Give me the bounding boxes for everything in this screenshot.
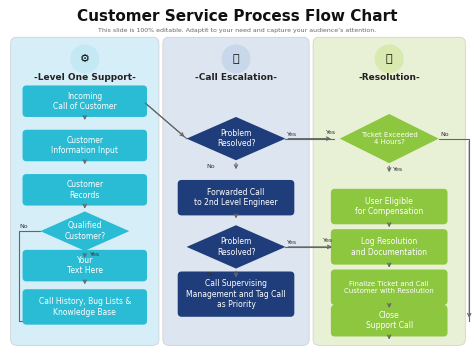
Polygon shape [187, 225, 285, 268]
Text: Yes: Yes [393, 167, 403, 172]
Text: No: No [206, 164, 215, 169]
Text: -Resolution-: -Resolution- [358, 73, 420, 82]
Text: Log Resolution
and Documentation: Log Resolution and Documentation [351, 237, 427, 257]
Text: Call History, Bug Lists &
Knowledge Base: Call History, Bug Lists & Knowledge Base [38, 297, 131, 317]
FancyBboxPatch shape [23, 86, 147, 117]
Text: Yes: Yes [323, 238, 333, 243]
Text: -Level One Support-: -Level One Support- [34, 73, 136, 82]
Text: -Call Escalation-: -Call Escalation- [195, 73, 277, 82]
Text: User Eligible
for Compensation: User Eligible for Compensation [355, 197, 423, 216]
FancyBboxPatch shape [11, 37, 159, 345]
FancyBboxPatch shape [178, 272, 294, 317]
FancyBboxPatch shape [331, 305, 447, 337]
Text: Customer Service Process Flow Chart: Customer Service Process Flow Chart [77, 9, 397, 24]
Text: Yes: Yes [287, 240, 298, 245]
Text: ⚙: ⚙ [80, 54, 90, 64]
Text: Customer
Records: Customer Records [66, 180, 103, 200]
Text: Problem
Resolved?: Problem Resolved? [217, 237, 255, 257]
Text: Customer
Information Input: Customer Information Input [51, 136, 118, 155]
FancyBboxPatch shape [178, 180, 294, 215]
FancyBboxPatch shape [313, 37, 465, 345]
FancyBboxPatch shape [23, 130, 147, 161]
Text: Yes: Yes [326, 130, 336, 135]
Text: Call Supervising
Management and Tag Call
as Priority: Call Supervising Management and Tag Call… [186, 279, 286, 309]
Text: This slide is 100% editable. Adaptit to your need and capture your audience’s at: This slide is 100% editable. Adaptit to … [98, 28, 376, 33]
Circle shape [71, 45, 99, 73]
Text: Close
Support Call: Close Support Call [365, 311, 413, 331]
Text: No: No [19, 224, 28, 229]
Circle shape [375, 45, 403, 73]
Circle shape [222, 45, 250, 73]
Text: 🖥: 🖥 [386, 54, 392, 64]
FancyBboxPatch shape [331, 189, 447, 224]
Text: Qualified
Customer?: Qualified Customer? [64, 222, 105, 241]
Text: Your
Text Here: Your Text Here [67, 256, 103, 275]
Polygon shape [40, 212, 129, 251]
Polygon shape [187, 117, 285, 160]
FancyBboxPatch shape [23, 250, 147, 282]
FancyBboxPatch shape [331, 269, 447, 305]
Text: Ticket Exceeded
4 Hours?: Ticket Exceeded 4 Hours? [361, 132, 418, 145]
FancyBboxPatch shape [23, 289, 147, 325]
Text: No: No [206, 272, 215, 277]
Text: Forwarded Call
to 2nd Level Engineer: Forwarded Call to 2nd Level Engineer [194, 188, 278, 207]
Text: Problem
Resolved?: Problem Resolved? [217, 129, 255, 148]
Text: Incoming
Call of Customer: Incoming Call of Customer [53, 92, 117, 111]
Text: No: No [441, 132, 449, 137]
Text: Yes: Yes [90, 252, 100, 257]
Text: Finalize Ticket and Call
Customer with Resolution: Finalize Ticket and Call Customer with R… [344, 281, 434, 294]
Polygon shape [340, 114, 438, 163]
Text: Yes: Yes [287, 132, 298, 137]
FancyBboxPatch shape [23, 174, 147, 206]
Text: 📞: 📞 [233, 54, 239, 64]
FancyBboxPatch shape [331, 229, 447, 264]
FancyBboxPatch shape [163, 37, 309, 345]
